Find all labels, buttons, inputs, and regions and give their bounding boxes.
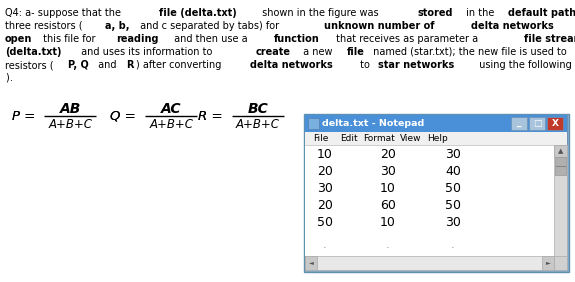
Text: 50: 50 [445, 199, 461, 212]
Text: this file for: this file for [40, 34, 99, 44]
Text: 50: 50 [317, 216, 333, 229]
Text: delta networks: delta networks [471, 21, 554, 31]
Text: 30: 30 [445, 148, 461, 161]
Bar [511, 117, 527, 130]
Text: and c separated by tabs) for: and c separated by tabs) for [137, 21, 282, 31]
Text: a, b,: a, b, [105, 21, 129, 31]
Text: 20: 20 [317, 199, 333, 212]
Text: ▲: ▲ [558, 148, 563, 154]
Text: P, Q: P, Q [68, 60, 89, 70]
Text: Format: Format [363, 134, 395, 143]
Text: stored: stored [417, 8, 453, 18]
Text: File: File [313, 134, 328, 143]
Bar [554, 145, 567, 157]
Text: 20: 20 [380, 148, 396, 161]
Text: ) after converting: ) after converting [136, 60, 224, 70]
Text: BC: BC [247, 102, 268, 116]
Text: R =: R = [198, 109, 223, 122]
Text: and uses its information to: and uses its information to [78, 47, 216, 57]
Bar [304, 114, 569, 272]
Text: 50: 50 [445, 182, 461, 195]
Text: file: file [347, 47, 365, 57]
Text: Q =: Q = [110, 109, 136, 122]
Text: create: create [255, 47, 290, 57]
Bar [305, 145, 554, 256]
Text: ): ) [5, 73, 9, 83]
Bar [305, 256, 554, 270]
Text: three resistors (: three resistors ( [5, 21, 83, 31]
Text: resistors (: resistors ( [5, 60, 53, 70]
Text: ·: · [451, 243, 455, 253]
Bar [305, 132, 567, 145]
Text: file stream object: file stream object [524, 34, 575, 44]
Text: A+B+C: A+B+C [236, 118, 280, 131]
Text: AC: AC [161, 102, 182, 116]
Text: _: _ [517, 119, 522, 128]
Text: View: View [400, 134, 421, 143]
Text: function: function [274, 34, 320, 44]
Text: A+B+C: A+B+C [48, 118, 92, 131]
Text: 10: 10 [317, 148, 333, 161]
Text: AB: AB [59, 102, 81, 116]
Bar [529, 117, 545, 130]
Text: in the: in the [463, 8, 498, 18]
Text: that receives as parameter a: that receives as parameter a [333, 34, 481, 44]
Text: P =: P = [12, 109, 36, 122]
Text: Q =: Q = [110, 109, 136, 122]
Text: 30: 30 [317, 182, 333, 195]
Text: Q4: a- suppose that the: Q4: a- suppose that the [5, 8, 124, 18]
Text: 40: 40 [445, 165, 461, 178]
Text: Help: Help [427, 134, 448, 143]
Text: 30: 30 [445, 216, 461, 229]
Bar [554, 145, 567, 256]
Text: to: to [357, 60, 373, 70]
Text: ·: · [323, 243, 327, 253]
Text: delta networks: delta networks [250, 60, 333, 70]
Bar [305, 115, 567, 132]
Text: Edit: Edit [340, 134, 358, 143]
Text: reading: reading [116, 34, 159, 44]
Text: shown in the figure was: shown in the figure was [259, 8, 382, 18]
Bar [554, 256, 567, 270]
Text: named (star.txt); the new file is used to: named (star.txt); the new file is used t… [370, 47, 569, 57]
Text: 30: 30 [380, 165, 396, 178]
Text: file (delta.txt): file (delta.txt) [159, 8, 236, 18]
Text: ►: ► [546, 261, 550, 265]
Text: 20: 20 [317, 165, 333, 178]
Text: 10: 10 [380, 216, 396, 229]
Text: .: . [10, 73, 13, 83]
Text: and: and [94, 60, 119, 70]
Text: star networks: star networks [378, 60, 454, 70]
Text: 60: 60 [380, 199, 396, 212]
Text: ·: · [386, 243, 390, 253]
Bar [542, 256, 554, 270]
Text: P =: P = [12, 109, 36, 122]
Bar [555, 157, 566, 175]
Text: delta.txt - Notepad: delta.txt - Notepad [322, 119, 424, 128]
Text: using the following formulas: (*: using the following formulas: (* [476, 60, 575, 70]
Text: X: X [551, 119, 558, 128]
Text: R: R [126, 60, 134, 70]
Bar [547, 117, 563, 130]
Text: unknown number of: unknown number of [324, 21, 435, 31]
Text: A+B+C: A+B+C [150, 118, 193, 131]
Text: R =: R = [198, 109, 223, 122]
Text: (delta.txt): (delta.txt) [5, 47, 62, 57]
Bar [308, 118, 319, 129]
Text: open: open [5, 34, 32, 44]
Text: □: □ [533, 119, 541, 128]
Bar [305, 256, 317, 270]
Text: a new: a new [301, 47, 336, 57]
Text: ◄: ◄ [309, 261, 313, 265]
Text: 10: 10 [380, 182, 396, 195]
Text: and then use a: and then use a [171, 34, 251, 44]
Bar [305, 115, 567, 270]
Text: default path: default path [508, 8, 575, 18]
